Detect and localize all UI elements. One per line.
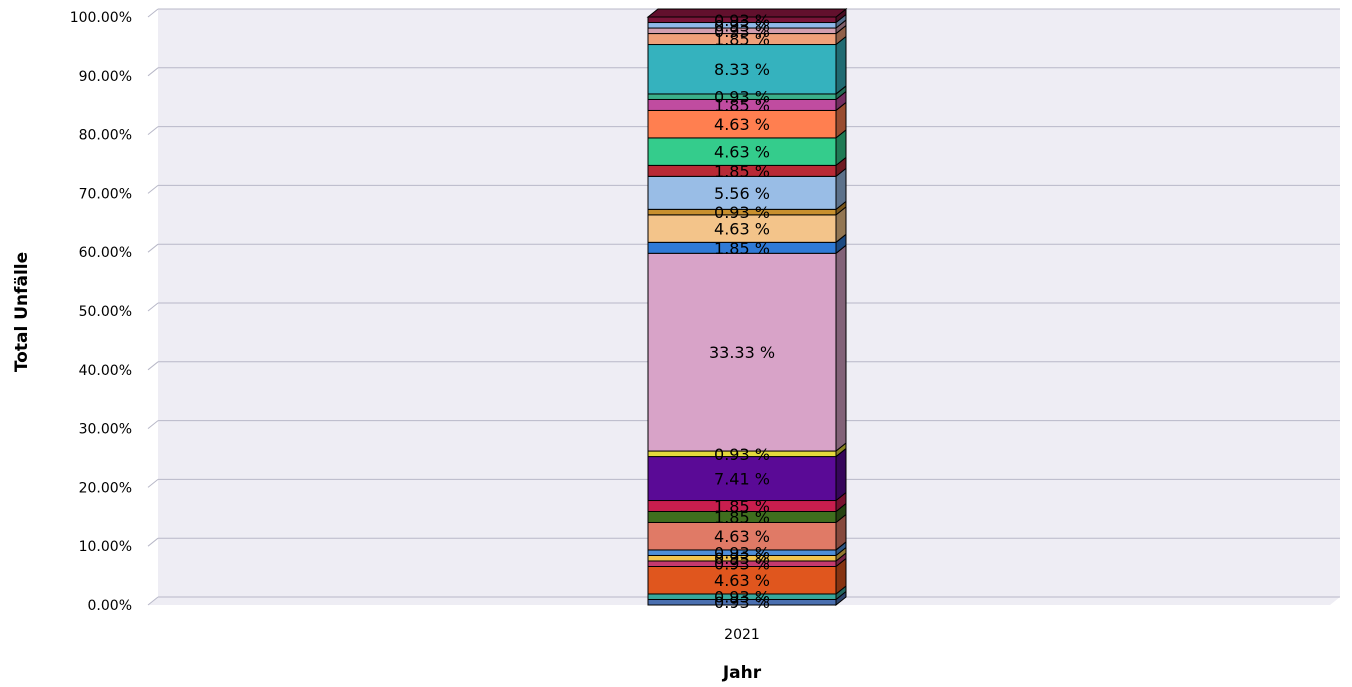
gridline-diagonal [147, 243, 159, 253]
data-label: 1.85 % [714, 30, 770, 49]
bar-segment [647, 109, 837, 139]
x-axis-ticks: 2021 [724, 627, 760, 643]
bar-segment [647, 565, 837, 595]
segment-labels: 0.93 %0.93 %4.63 %0.93 %0.93 %0.93 %4.63… [709, 11, 775, 612]
y-tick-label: 0.00% [88, 598, 132, 614]
gridline-diagonal [147, 67, 159, 77]
data-label: 0.93 % [714, 11, 770, 30]
bar-segment [647, 137, 837, 166]
data-label: 0.93 % [714, 588, 770, 607]
bar-segment [647, 521, 837, 551]
gridline-diagonal [147, 8, 159, 18]
data-label: 0.93 % [714, 16, 770, 35]
data-label: 0.93 % [714, 544, 770, 563]
x-axis-title: Jahr [722, 663, 762, 683]
data-label: 4.63 % [714, 143, 770, 162]
y-tick-label: 50.00% [79, 304, 132, 320]
y-axis-title: Total Unfälle [12, 252, 32, 372]
bar-segment-side [835, 244, 847, 453]
bar-segment [647, 44, 837, 95]
gridline-diagonal [147, 537, 159, 547]
y-tick-label: 90.00% [79, 69, 132, 85]
y-tick-label: 100.00% [70, 10, 132, 26]
y-tick-label: 70.00% [79, 186, 132, 202]
bar-segment [647, 175, 837, 210]
data-label: 1.85 % [714, 162, 770, 181]
gridline-diagonal [147, 361, 159, 371]
bar-segment [647, 456, 837, 502]
y-tick-label: 40.00% [79, 363, 132, 379]
data-label: 0.93 % [714, 88, 770, 107]
data-label: 1.85 % [714, 96, 770, 115]
gridline-diagonal [147, 479, 159, 488]
bar-top-face [646, 8, 848, 18]
data-label: 4.63 % [714, 527, 770, 546]
bar-segment-side [835, 35, 847, 95]
bar-segment-side [835, 447, 847, 502]
y-tick-label: 20.00% [79, 480, 132, 496]
data-label: 0.93 % [714, 203, 770, 222]
data-label: 1.85 % [714, 239, 770, 258]
y-axis-ticks: 0.00% 10.00% 20.00% 30.00% 40.00% 50.00% 60.00… [70, 10, 132, 614]
y-tick-label: 60.00% [79, 245, 132, 261]
gridline-diagonal [147, 596, 159, 606]
gridline-diagonal [147, 185, 159, 194]
data-label: 4.63 % [714, 115, 770, 134]
data-label: 0.93 % [714, 593, 770, 612]
data-label: 0.93 % [714, 445, 770, 464]
bar-segment [647, 252, 837, 452]
data-label: 7.41 % [714, 470, 770, 489]
gridline-diagonal [147, 420, 159, 429]
data-label: 8.33 % [714, 60, 770, 79]
y-tick-label: 10.00% [79, 539, 132, 555]
data-label: 5.56 % [714, 184, 770, 203]
y-tick-label: 30.00% [79, 422, 132, 438]
data-label: 4.63 % [714, 571, 770, 590]
data-label: 0.93 % [714, 22, 770, 41]
x-tick-label: 2021 [724, 627, 760, 643]
bar-segment [647, 214, 837, 243]
data-label: 0.93 % [714, 549, 770, 568]
gridline-diagonal [147, 302, 159, 312]
data-label: 4.63 % [714, 220, 770, 239]
y-tick-label: 80.00% [79, 128, 132, 144]
bar-stack [646, 7, 848, 607]
data-label: 33.33 % [709, 343, 775, 362]
data-label: 0.93 % [714, 555, 770, 574]
data-label: 1.85 % [714, 508, 770, 527]
data-label: 1.85 % [714, 497, 770, 516]
gridline-diagonal [147, 126, 159, 135]
